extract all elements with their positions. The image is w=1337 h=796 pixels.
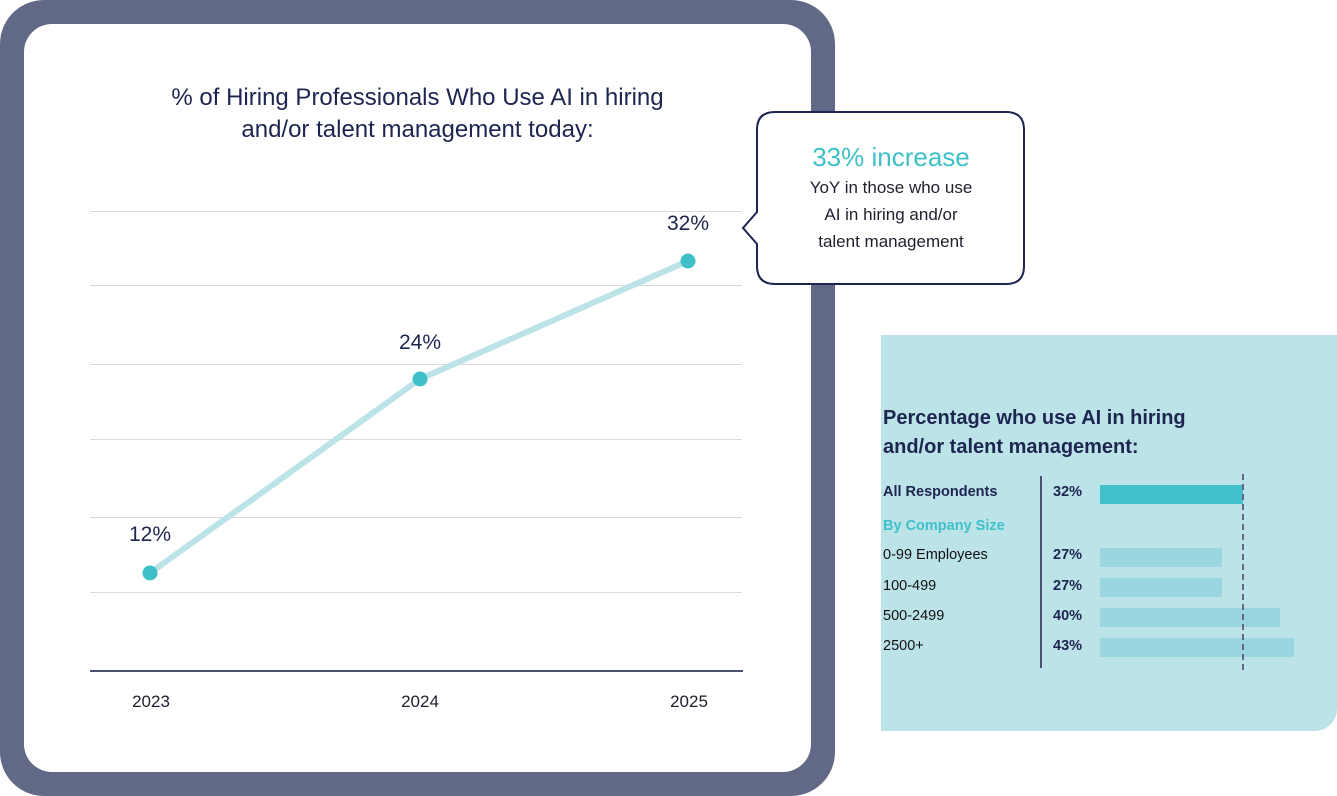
- callout-text: 33% increase YoY in those who use AI in …: [757, 140, 1025, 255]
- company-size-panel: [881, 335, 1337, 731]
- row-value-500-2499: 40%: [1053, 608, 1083, 624]
- x-label-2024: 2024: [401, 692, 439, 711]
- point-label-2024: 24%: [398, 331, 442, 354]
- callout-body-line3: talent management: [818, 232, 964, 251]
- gridline: [90, 517, 742, 518]
- data-point-2024: [412, 371, 428, 387]
- row-label-0-99: 0-99 Employees: [883, 547, 988, 563]
- row-value-100-499: 27%: [1053, 578, 1083, 594]
- row-label-100-499: 100-499: [883, 578, 937, 594]
- x-label-2023: 2023: [132, 692, 170, 711]
- gridline: [90, 439, 742, 440]
- bar-500-2499: [1100, 608, 1280, 627]
- data-point-2025: [680, 253, 696, 269]
- row-label-2500-plus: 2500+: [883, 638, 924, 654]
- callout-bubble: [741, 111, 1025, 285]
- main-chart-title-line2: and/or talent management today:: [241, 116, 594, 143]
- point-label-2025: 32%: [666, 212, 710, 235]
- row-label-all-respondents: All Respondents: [883, 484, 998, 500]
- line-series: [142, 253, 696, 581]
- main-chart-title: % of Hiring Professionals Who Use AI in …: [90, 82, 745, 146]
- gridline: [90, 285, 742, 286]
- data-point-2023: [142, 565, 158, 581]
- x-axis-line: [90, 670, 743, 672]
- row-value-2500-plus: 43%: [1053, 638, 1083, 654]
- panel-title-line1: Percentage who use AI in hiring: [883, 407, 1186, 429]
- panel-title-line2: and/or talent management:: [883, 436, 1139, 458]
- panel-title: Percentage who use AI in hiring and/or t…: [883, 404, 1303, 462]
- chart-card: [24, 24, 811, 772]
- reference-dashed-line: [1242, 474, 1244, 670]
- callout-body-line2: AI in hiring and/or: [824, 205, 958, 224]
- bar-100-499: [1100, 578, 1222, 597]
- gridline: [90, 592, 742, 593]
- callout-headline: 33% increase: [812, 142, 970, 172]
- row-value-0-99: 27%: [1053, 547, 1083, 563]
- bar-0-99: [1100, 548, 1222, 567]
- gridline: [90, 364, 742, 365]
- gridline: [90, 211, 742, 212]
- bar-2500-plus: [1100, 638, 1294, 657]
- section-label-company-size: By Company Size: [883, 518, 1005, 534]
- row-value-all-respondents: 32%: [1053, 484, 1083, 500]
- bar-all-respondents: [1100, 485, 1243, 504]
- point-label-2023: 12%: [128, 523, 172, 546]
- main-chart-title-line1: % of Hiring Professionals Who Use AI in …: [171, 84, 664, 111]
- row-label-500-2499: 500-2499: [883, 608, 945, 624]
- callout-body-line1: YoY in those who use: [809, 178, 973, 197]
- x-label-2025: 2025: [670, 692, 708, 711]
- label-divider: [1040, 476, 1042, 668]
